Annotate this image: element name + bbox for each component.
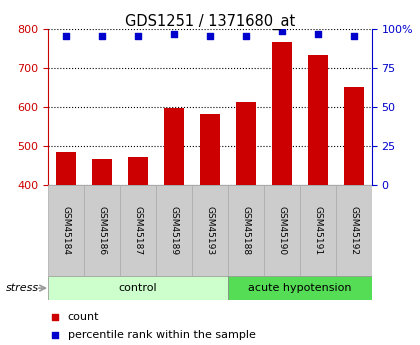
Text: acute hypotension: acute hypotension <box>248 283 352 293</box>
Bar <box>272 42 292 185</box>
Bar <box>84 185 120 276</box>
Text: GSM45189: GSM45189 <box>170 206 178 255</box>
Bar <box>200 114 220 185</box>
Bar <box>344 87 364 185</box>
Point <box>207 33 213 38</box>
Text: control: control <box>119 283 158 293</box>
Text: GDS1251 / 1371680_at: GDS1251 / 1371680_at <box>125 14 295 30</box>
Bar <box>48 276 228 300</box>
Point <box>63 33 70 38</box>
Point <box>135 33 142 38</box>
Bar <box>236 102 256 185</box>
Text: GSM45190: GSM45190 <box>277 206 286 255</box>
Bar <box>336 185 372 276</box>
Point <box>315 31 321 37</box>
Bar <box>228 185 264 276</box>
Bar <box>264 185 300 276</box>
Bar <box>56 152 76 185</box>
Point <box>265 232 272 238</box>
Bar <box>48 185 84 276</box>
Text: stress: stress <box>6 283 39 293</box>
Text: percentile rank within the sample: percentile rank within the sample <box>68 330 256 340</box>
Bar <box>164 108 184 185</box>
Text: GSM45188: GSM45188 <box>241 206 250 255</box>
Text: GSM45191: GSM45191 <box>313 206 322 255</box>
Bar <box>308 55 328 185</box>
Point <box>265 70 272 76</box>
Point <box>171 31 177 37</box>
Text: GSM45186: GSM45186 <box>98 206 107 255</box>
Bar <box>156 185 192 276</box>
Point <box>99 33 105 38</box>
Text: GSM45187: GSM45187 <box>134 206 143 255</box>
Bar <box>300 185 336 276</box>
Bar <box>128 157 148 185</box>
Point <box>350 33 357 38</box>
Text: GSM45193: GSM45193 <box>205 206 215 255</box>
Text: GSM45192: GSM45192 <box>349 206 358 255</box>
Bar <box>120 185 156 276</box>
Bar <box>228 276 372 300</box>
Point <box>278 28 285 34</box>
Bar <box>92 159 112 185</box>
Bar <box>192 185 228 276</box>
Text: count: count <box>68 312 99 322</box>
Point <box>243 33 249 38</box>
Text: GSM45184: GSM45184 <box>62 206 71 255</box>
